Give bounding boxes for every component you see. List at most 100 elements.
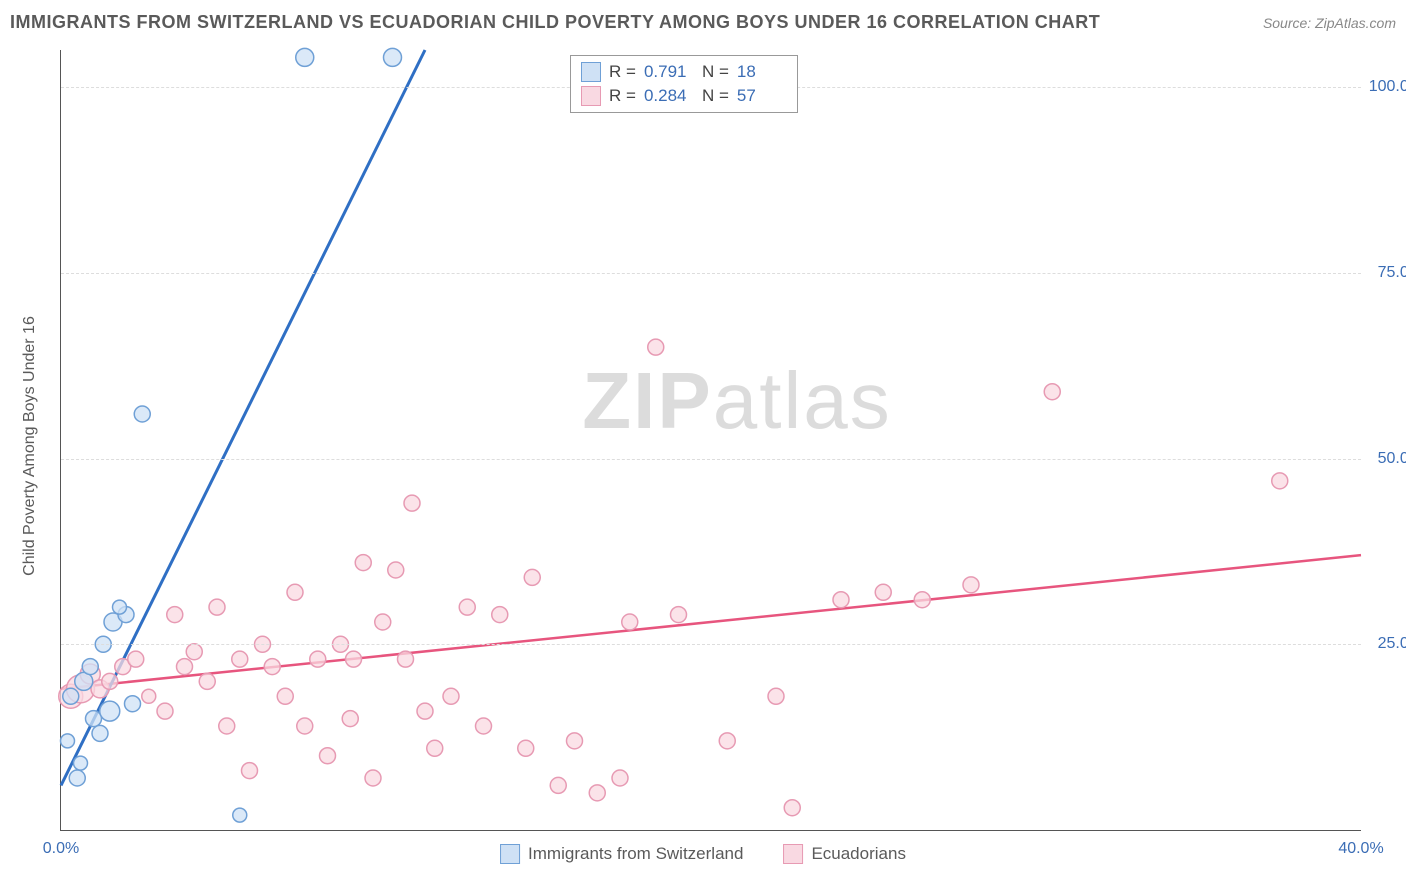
legend-swatch xyxy=(500,844,520,864)
y-tick-label: 25.0% xyxy=(1378,635,1406,653)
data-point xyxy=(61,734,75,748)
legend-series-label: Immigrants from Switzerland xyxy=(528,844,743,864)
data-point xyxy=(186,644,202,660)
data-point xyxy=(74,756,88,770)
data-point xyxy=(550,777,566,793)
legend-series: Immigrants from Switzerland Ecuadorians xyxy=(500,844,906,864)
data-point xyxy=(589,785,605,801)
legend-swatch xyxy=(783,844,803,864)
data-point xyxy=(567,733,583,749)
legend-correlation-row: R = 0.284 N = 57 xyxy=(581,84,787,108)
data-point xyxy=(719,733,735,749)
data-point xyxy=(963,577,979,593)
data-point xyxy=(128,651,144,667)
data-point xyxy=(82,659,98,675)
data-point xyxy=(199,673,215,689)
regression-line xyxy=(61,555,1361,689)
x-tick-label: 40.0% xyxy=(1338,840,1383,858)
y-tick-label: 100.0% xyxy=(1369,78,1406,96)
data-point xyxy=(277,688,293,704)
data-point xyxy=(320,748,336,764)
data-point xyxy=(287,584,303,600)
data-point xyxy=(524,569,540,585)
data-point xyxy=(648,339,664,355)
data-point xyxy=(134,406,150,422)
scatter-chart xyxy=(61,50,1361,830)
data-point xyxy=(125,696,141,712)
n-value: 57 xyxy=(737,86,787,106)
r-value: 0.284 xyxy=(644,86,694,106)
data-point xyxy=(427,740,443,756)
data-point xyxy=(518,740,534,756)
source-attribution: Source: ZipAtlas.com xyxy=(1263,15,1396,31)
plot-area: ZIPatlas 25.0%50.0%75.0%100.0%0.0%40.0% xyxy=(60,50,1361,831)
data-point xyxy=(612,770,628,786)
y-tick-label: 75.0% xyxy=(1378,264,1406,282)
data-point xyxy=(388,562,404,578)
data-point xyxy=(102,673,118,689)
grid-line xyxy=(61,644,1361,645)
data-point xyxy=(1272,473,1288,489)
data-point xyxy=(833,592,849,608)
legend-swatch xyxy=(581,62,601,82)
legend-swatch xyxy=(581,86,601,106)
grid-line xyxy=(61,273,1361,274)
data-point xyxy=(63,688,79,704)
data-point xyxy=(342,711,358,727)
data-point xyxy=(398,651,414,667)
chart-title: IMMIGRANTS FROM SWITZERLAND VS ECUADORIA… xyxy=(10,12,1100,33)
data-point xyxy=(784,800,800,816)
data-point xyxy=(232,651,248,667)
legend-series-item: Ecuadorians xyxy=(783,844,906,864)
x-tick-label: 0.0% xyxy=(43,840,79,858)
data-point xyxy=(365,770,381,786)
data-point xyxy=(177,659,193,675)
data-point xyxy=(264,659,280,675)
data-point xyxy=(219,718,235,734)
data-point xyxy=(476,718,492,734)
data-point xyxy=(443,688,459,704)
r-label: R = xyxy=(609,62,636,82)
legend-correlation-row: R =0.791N =18 xyxy=(581,60,787,84)
data-point xyxy=(157,703,173,719)
data-point xyxy=(297,718,313,734)
data-point xyxy=(100,701,120,721)
source-label: Source: xyxy=(1263,15,1315,31)
data-point xyxy=(69,770,85,786)
data-point xyxy=(310,651,326,667)
data-point xyxy=(142,689,156,703)
r-label: R = xyxy=(609,86,636,106)
legend-series-label: Ecuadorians xyxy=(811,844,906,864)
grid-line xyxy=(61,459,1361,460)
data-point xyxy=(459,599,475,615)
data-point xyxy=(296,48,314,66)
data-point xyxy=(875,584,891,600)
title-bar: IMMIGRANTS FROM SWITZERLAND VS ECUADORIA… xyxy=(10,12,1396,33)
y-tick-label: 50.0% xyxy=(1378,450,1406,468)
data-point xyxy=(384,48,402,66)
n-label: N = xyxy=(702,86,729,106)
data-point xyxy=(671,607,687,623)
data-point xyxy=(768,688,784,704)
source-value: ZipAtlas.com xyxy=(1315,15,1396,31)
data-point xyxy=(113,600,127,614)
data-point xyxy=(375,614,391,630)
data-point xyxy=(167,607,183,623)
data-point xyxy=(346,651,362,667)
data-point xyxy=(492,607,508,623)
y-axis-label: Child Poverty Among Boys Under 16 xyxy=(21,316,39,576)
data-point xyxy=(242,763,258,779)
data-point xyxy=(417,703,433,719)
data-point xyxy=(914,592,930,608)
data-point xyxy=(1044,384,1060,400)
data-point xyxy=(233,808,247,822)
data-point xyxy=(404,495,420,511)
data-point xyxy=(92,725,108,741)
data-point xyxy=(355,555,371,571)
data-point xyxy=(622,614,638,630)
n-value: 18 xyxy=(737,62,787,82)
legend-correlation-box: R = 0.791 N = 18R = 0.284 N = 57 xyxy=(570,55,798,113)
legend-series-item: Immigrants from Switzerland xyxy=(500,844,743,864)
data-point xyxy=(209,599,225,615)
r-value: 0.791 xyxy=(644,62,694,82)
